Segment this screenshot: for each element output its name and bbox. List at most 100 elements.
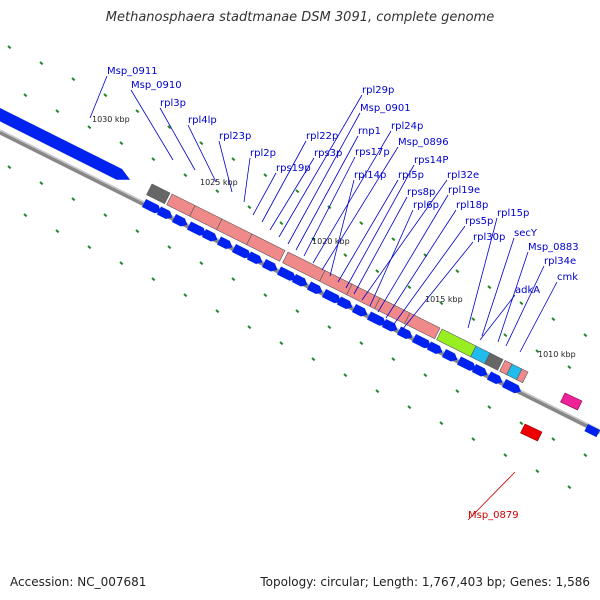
gene-arrow [141,199,161,214]
gene-leader-line [89,75,108,119]
gene-arrow [261,259,278,272]
gene-label: rps5p [465,216,493,227]
scale-tick-mark [231,157,236,162]
scale-tick-mark [119,261,124,266]
scale-tick-mark [199,261,204,266]
accession-label: Accession: NC_007681 [10,575,147,589]
scale-tick-mark [439,301,444,306]
kbp-tick-label: 1025 kbp [200,178,238,187]
map-title: Methanosphaera stadtmanae DSM 3091, comp… [105,10,495,25]
gene-block-gray [146,183,171,205]
kbp-tick-label: 1030 kbp [92,115,130,124]
gene-label: rpl15p [497,208,529,219]
gene-label: secY [514,228,538,239]
gene-arrow [486,371,503,385]
ribosomal-gene-block [319,270,353,296]
scale-tick-mark [119,141,124,146]
scale-tick-mark [215,189,220,194]
scale-tick-mark [375,269,380,274]
gene-leader-line [481,237,515,337]
scale-tick-mark [103,213,108,218]
scale-tick-mark [167,125,172,130]
scale-tick-mark [247,205,252,210]
scale-tick-mark [327,325,332,330]
gene-label: rps19p [276,163,311,174]
scale-tick-mark [7,45,12,50]
gene-label: Msp_0883 [528,242,579,253]
scale-tick-mark [135,229,140,234]
gene-leader-line [303,156,356,257]
gene-label: Msp_0910 [131,80,182,91]
gene-label: rpl30p [473,232,505,243]
scale-tick-mark [23,93,28,98]
gene-label: rpl23p [219,131,251,142]
gene-label: rpl2p [250,148,276,159]
gene-label: rpl24p [391,121,423,132]
gene-leader-line [159,107,196,171]
gene-arrow [426,341,443,355]
scale-tick-mark [551,437,556,442]
scale-tick-mark [167,245,172,250]
gene-leader-line [519,281,558,353]
scale-tick-mark [23,213,28,218]
gene-leader-line [337,179,399,283]
gene-label: adkA [515,285,540,296]
gene-arrow [411,334,431,349]
scale-tick-mark [359,341,364,346]
gene-arrow [306,281,323,295]
scale-tick-mark [423,373,428,378]
gene-label: rpl14p [354,170,386,181]
gene-label: rpl18p [456,200,488,211]
scale-tick-mark [343,373,348,378]
scale-tick-mark [295,189,300,194]
gene-leader-line [467,471,516,521]
scale-tick-mark [567,365,572,370]
scale-tick-mark [199,141,204,146]
gene-arrow [396,326,413,340]
scale-tick-mark [375,389,380,394]
scale-tick-mark [439,421,444,426]
scale-tick-mark [407,405,412,410]
scale-tick-mark [471,437,476,442]
scale-tick-mark [535,469,540,474]
scale-tick-mark [391,357,396,362]
kbp-tick-label: 1010 kbp [538,350,576,359]
scale-tick-mark [39,181,44,186]
gene-arrow [216,236,233,250]
scale-tick-mark [87,125,92,130]
scale-tick-mark [503,453,508,458]
scale-tick-mark [295,309,300,314]
gene-arrow [441,349,458,362]
scale-tick-mark [263,173,268,178]
gene-leader-line [287,112,361,245]
scale-tick-mark [407,285,412,290]
scale-tick-mark [455,269,460,274]
gene-leader-line [353,196,408,295]
scale-tick-mark [215,309,220,314]
gene-label: rpl32e [447,170,479,181]
scale-tick-mark [551,317,556,322]
scale-tick-mark [343,253,348,258]
gene-leader-line [278,94,363,238]
scale-tick-mark [71,197,76,202]
gene-block-magenta [560,392,583,411]
gene-label: Msp_0911 [107,66,158,77]
gene-leader-line [295,135,359,251]
gene-arrow [321,289,341,304]
ribosomal-gene-block [246,233,286,262]
gene-leader-line [261,140,307,223]
scale-tick-mark [183,173,188,178]
gene-leader-line [377,194,449,313]
gene-arrow [501,379,521,394]
scale-tick-mark [359,221,364,226]
gene-leader-line [321,146,399,271]
gene-label: Msp_0879 [468,510,519,521]
gene-arrow [186,221,206,236]
scale-tick-mark [279,221,284,226]
gene-label: rpl3p [160,98,186,109]
scale-tick-mark [55,109,60,114]
scale-tick-mark [247,325,252,330]
gene-leader-line [218,140,233,193]
scale-tick-mark [487,285,492,290]
